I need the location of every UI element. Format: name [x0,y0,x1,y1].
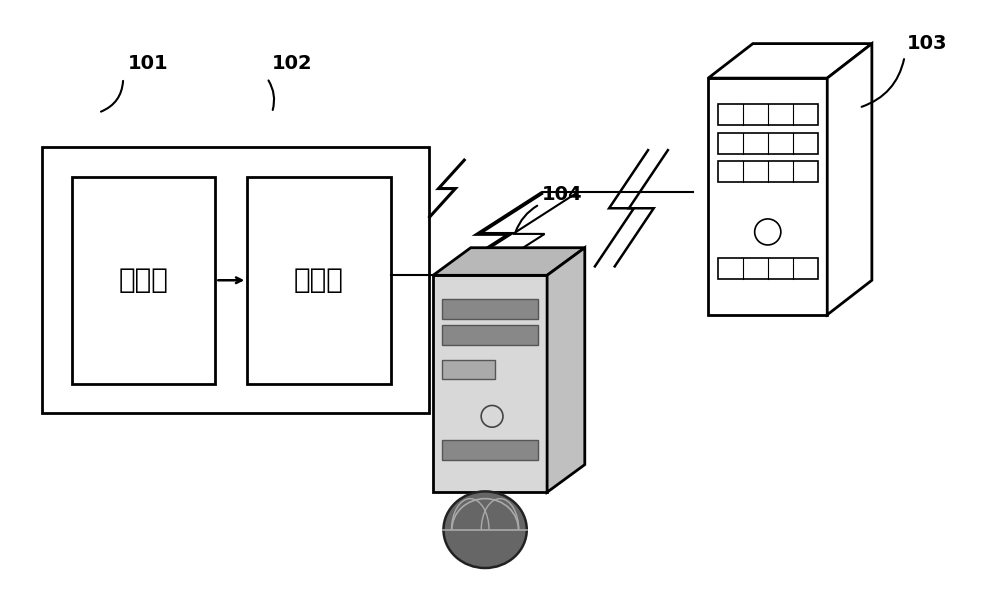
FancyArrowPatch shape [862,59,904,107]
Bar [442,299,538,319]
Bar [247,177,391,384]
Bar [718,104,818,126]
Text: 客户端: 客户端 [119,266,168,295]
FancyArrowPatch shape [101,81,123,112]
Bar [718,161,818,182]
Circle shape [755,219,781,245]
Text: 102: 102 [272,54,313,73]
Polygon shape [827,43,872,315]
Text: 101: 101 [128,54,169,73]
Bar [442,325,538,345]
FancyArrowPatch shape [268,80,274,110]
Text: 103: 103 [907,34,947,53]
Polygon shape [708,43,872,78]
Bar [442,360,495,380]
Bar [708,78,827,315]
Polygon shape [433,248,585,275]
FancyArrowPatch shape [516,206,537,231]
Text: 104: 104 [542,185,582,204]
Bar [442,440,538,460]
Circle shape [481,405,503,427]
Bar [433,275,547,492]
Text: 内核层: 内核层 [294,266,344,295]
Bar [72,177,215,384]
Bar [42,147,429,414]
Polygon shape [547,248,585,492]
Bar [718,133,818,154]
Bar [718,258,818,279]
Ellipse shape [443,491,527,568]
